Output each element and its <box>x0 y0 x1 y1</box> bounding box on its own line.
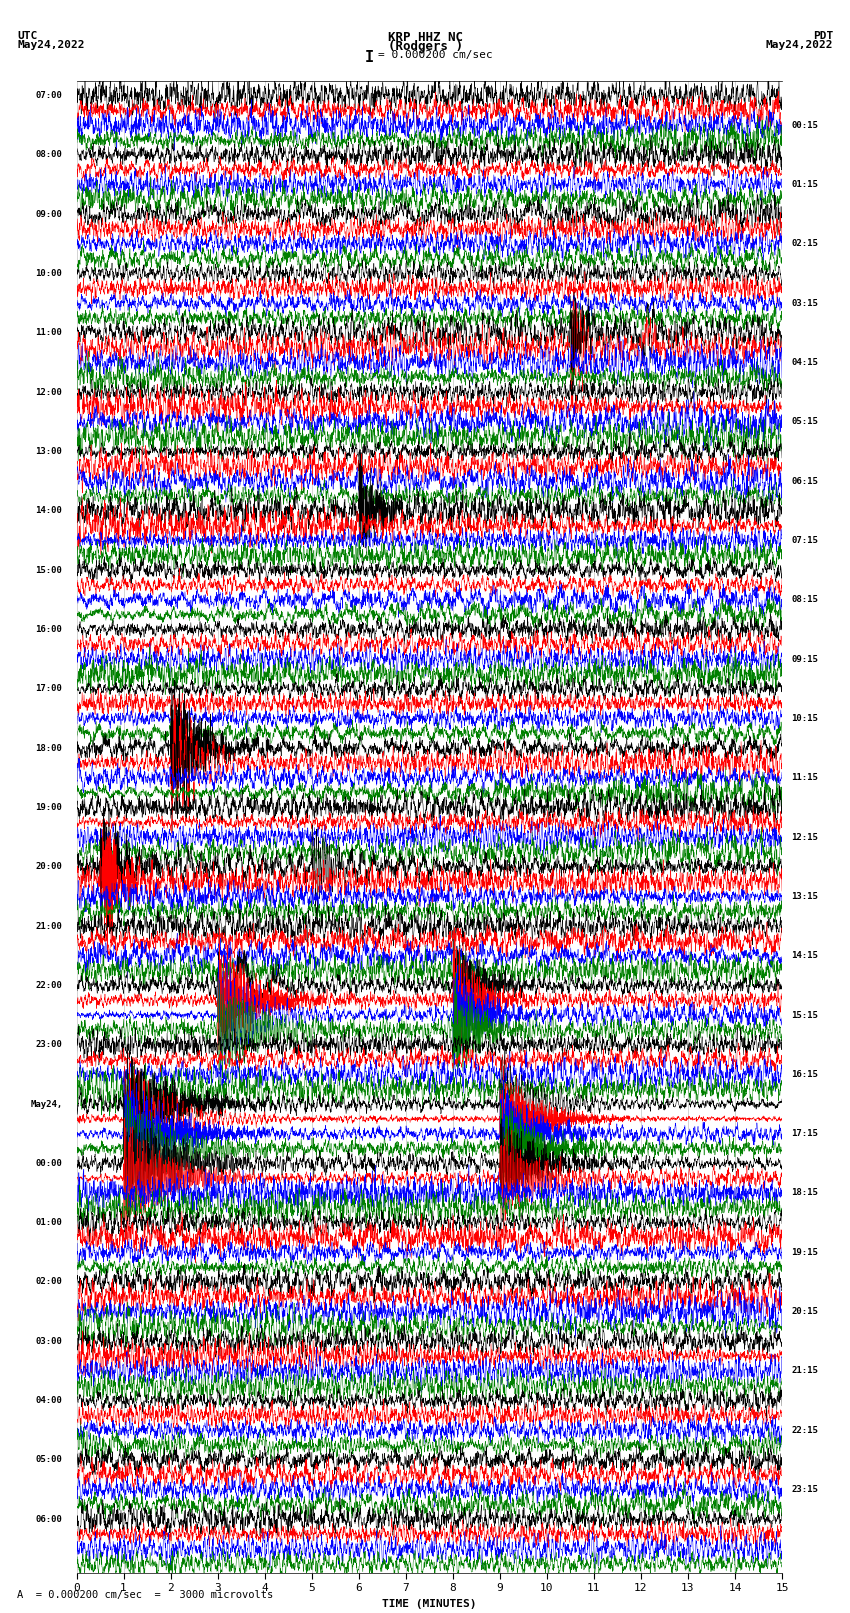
Text: 02:00: 02:00 <box>36 1277 62 1287</box>
Text: 11:15: 11:15 <box>791 773 819 782</box>
Text: 13:15: 13:15 <box>791 892 819 902</box>
Text: May24,2022: May24,2022 <box>766 40 833 50</box>
Text: I: I <box>366 50 374 65</box>
Text: = 0.000200 cm/sec: = 0.000200 cm/sec <box>378 50 493 60</box>
Text: 12:00: 12:00 <box>36 387 62 397</box>
Text: 15:15: 15:15 <box>791 1010 819 1019</box>
Text: 17:15: 17:15 <box>791 1129 819 1139</box>
Text: 19:00: 19:00 <box>36 803 62 811</box>
Text: 01:00: 01:00 <box>36 1218 62 1227</box>
Text: May24,: May24, <box>30 1100 62 1108</box>
Text: A  = 0.000200 cm/sec  =   3000 microvolts: A = 0.000200 cm/sec = 3000 microvolts <box>17 1590 273 1600</box>
Text: 09:15: 09:15 <box>791 655 819 663</box>
Text: 00:00: 00:00 <box>36 1158 62 1168</box>
Text: 04:00: 04:00 <box>36 1397 62 1405</box>
Text: 23:15: 23:15 <box>791 1486 819 1494</box>
Text: 21:15: 21:15 <box>791 1366 819 1376</box>
Text: 00:15: 00:15 <box>791 121 819 129</box>
Text: 23:00: 23:00 <box>36 1040 62 1048</box>
Text: 10:00: 10:00 <box>36 269 62 277</box>
Text: 05:15: 05:15 <box>791 418 819 426</box>
Text: 08:00: 08:00 <box>36 150 62 160</box>
Text: 14:15: 14:15 <box>791 952 819 960</box>
Text: 20:00: 20:00 <box>36 863 62 871</box>
Text: 09:00: 09:00 <box>36 210 62 219</box>
Text: 07:15: 07:15 <box>791 536 819 545</box>
Text: May24,2022: May24,2022 <box>17 40 84 50</box>
Text: 14:00: 14:00 <box>36 506 62 515</box>
X-axis label: TIME (MINUTES): TIME (MINUTES) <box>382 1598 477 1608</box>
Text: 21:00: 21:00 <box>36 921 62 931</box>
Text: 05:00: 05:00 <box>36 1455 62 1465</box>
Text: 15:00: 15:00 <box>36 566 62 574</box>
Text: 07:00: 07:00 <box>36 90 62 100</box>
Text: 22:00: 22:00 <box>36 981 62 990</box>
Text: 22:15: 22:15 <box>791 1426 819 1436</box>
Text: 11:00: 11:00 <box>36 329 62 337</box>
Text: UTC: UTC <box>17 31 37 40</box>
Text: 06:00: 06:00 <box>36 1515 62 1524</box>
Text: PDT: PDT <box>813 31 833 40</box>
Text: 06:15: 06:15 <box>791 476 819 486</box>
Text: 17:00: 17:00 <box>36 684 62 694</box>
Text: 16:15: 16:15 <box>791 1069 819 1079</box>
Text: (Rodgers ): (Rodgers ) <box>388 40 462 53</box>
Text: 12:15: 12:15 <box>791 832 819 842</box>
Text: 08:15: 08:15 <box>791 595 819 605</box>
Text: 13:00: 13:00 <box>36 447 62 456</box>
Text: 19:15: 19:15 <box>791 1248 819 1257</box>
Text: 02:15: 02:15 <box>791 239 819 248</box>
Text: 03:00: 03:00 <box>36 1337 62 1345</box>
Text: 03:15: 03:15 <box>791 298 819 308</box>
Text: 18:00: 18:00 <box>36 744 62 753</box>
Text: 20:15: 20:15 <box>791 1307 819 1316</box>
Text: 16:00: 16:00 <box>36 624 62 634</box>
Text: 18:15: 18:15 <box>791 1189 819 1197</box>
Text: 01:15: 01:15 <box>791 181 819 189</box>
Text: 10:15: 10:15 <box>791 715 819 723</box>
Text: 04:15: 04:15 <box>791 358 819 366</box>
Text: KRP HHZ NC: KRP HHZ NC <box>388 31 462 44</box>
